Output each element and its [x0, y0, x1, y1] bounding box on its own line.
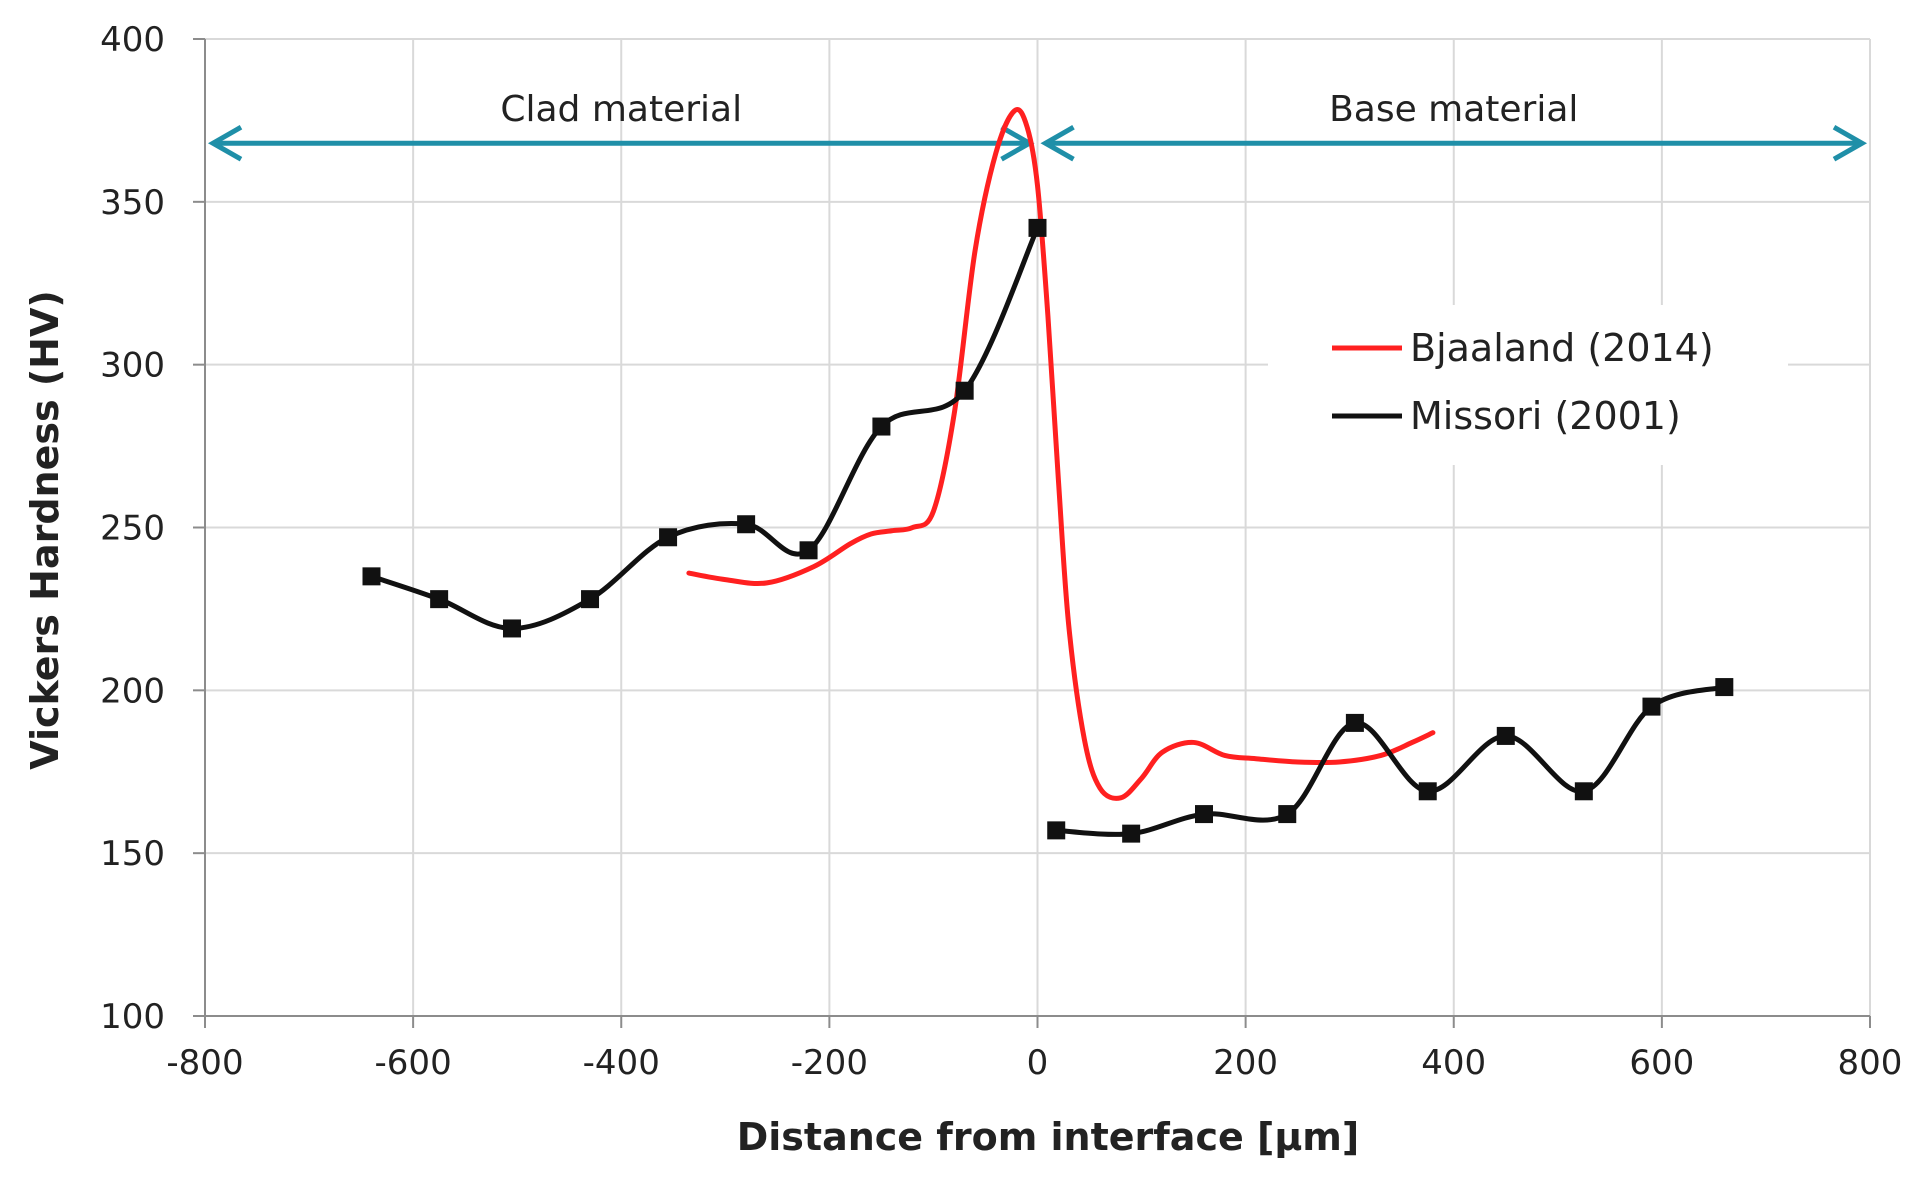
- x-tick-label: 600: [1629, 1043, 1694, 1083]
- data-point: [1642, 697, 1661, 716]
- series-bjaaland-2014: [686, 107, 1436, 801]
- series-line: [686, 107, 1436, 801]
- axes: 100 150 200 250 300 350 400 -800 -600 -400 -200 0 20…: [100, 20, 1902, 1083]
- data-point: [1278, 805, 1297, 824]
- y-tick-label: 200: [100, 671, 165, 711]
- legend-background: [1268, 305, 1788, 465]
- data-point: [430, 590, 449, 609]
- y-tick-label: 300: [100, 346, 165, 386]
- data-series: [362, 107, 1734, 843]
- data-point: [659, 528, 678, 547]
- y-tick-label: 150: [100, 834, 165, 874]
- data-point: [737, 515, 756, 534]
- series-missori-2001: [362, 218, 1734, 843]
- x-tick-label: 400: [1421, 1043, 1486, 1083]
- data-point: [581, 590, 600, 609]
- series-line: [369, 225, 1040, 631]
- data-point: [955, 381, 974, 400]
- data-point: [1418, 782, 1437, 801]
- x-tick-label: -800: [166, 1043, 243, 1083]
- region-arrow-head-right: [1832, 125, 1868, 162]
- legend-label: Bjaaland (2014): [1410, 326, 1714, 370]
- y-tick-label: 100: [100, 997, 165, 1037]
- y-axis-title: Vickers Hardness (HV): [23, 290, 67, 770]
- data-point: [1345, 713, 1364, 732]
- legend-label: Missori (2001): [1410, 394, 1681, 438]
- x-tick-label: -400: [583, 1043, 660, 1083]
- region-arrow-head-left: [207, 125, 243, 162]
- material-regions: Clad material Base material: [207, 89, 1868, 162]
- data-point: [1195, 805, 1213, 824]
- x-tick-label: 800: [1838, 1043, 1903, 1083]
- legend: Bjaaland (2014) Missori (2001): [1268, 305, 1788, 465]
- data-point: [1047, 821, 1066, 840]
- data-point: [1122, 824, 1141, 843]
- y-tick-label: 250: [100, 509, 165, 549]
- data-point: [1574, 782, 1593, 801]
- data-point: [362, 567, 381, 586]
- y-tick-label: 400: [100, 20, 165, 60]
- region-arrow-head-left: [1040, 125, 1075, 162]
- region-label: Base material: [1329, 89, 1578, 130]
- x-axis-title: Distance from interface [μm]: [737, 1115, 1360, 1159]
- data-point: [799, 541, 818, 560]
- x-tick-label: 200: [1213, 1043, 1278, 1083]
- data-point: [502, 619, 521, 638]
- series-line: [1053, 684, 1727, 837]
- x-tick-label: 0: [1027, 1043, 1049, 1083]
- data-point: [1028, 218, 1047, 237]
- x-tick-label: -600: [375, 1043, 452, 1083]
- x-tick-label: -200: [791, 1043, 868, 1083]
- data-point: [1715, 678, 1734, 697]
- data-point: [1496, 726, 1515, 745]
- data-point: [872, 417, 891, 436]
- y-tick-label: 350: [100, 183, 165, 223]
- region-label: Clad material: [500, 89, 742, 130]
